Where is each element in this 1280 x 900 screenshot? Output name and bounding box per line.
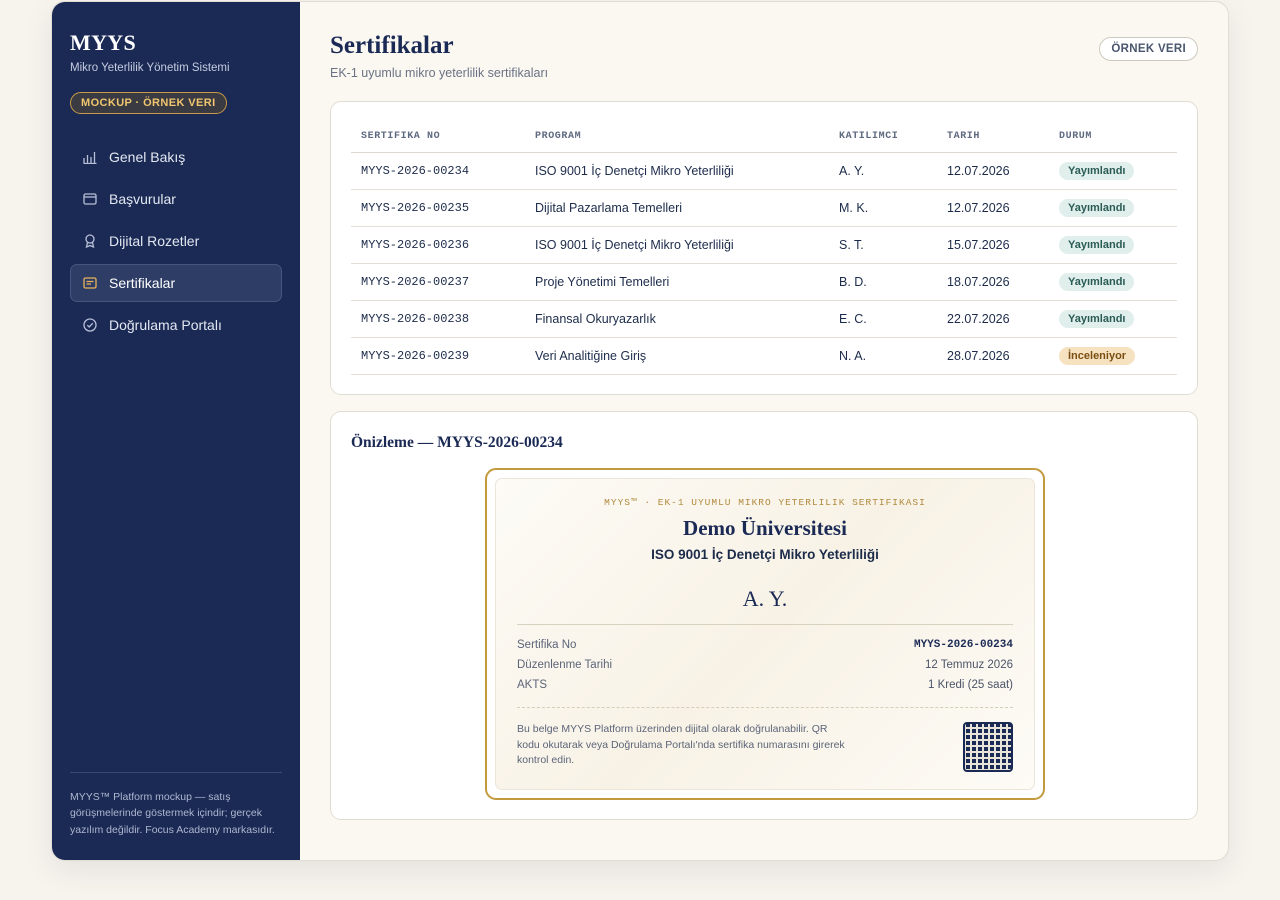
column-header-date: TARIH: [937, 122, 1049, 153]
table-row[interactable]: MYYS-2026-00239 Veri Analitiğine Giriş N…: [351, 337, 1177, 375]
sidebar-nav: Genel Bakış Başvurular Dijital Rozetler …: [70, 138, 282, 344]
brand-subtitle: Mikro Yeterlilik Yönetim Sistemi: [70, 62, 230, 74]
certificate-document: MYYS™ · EK-1 UYUMLU MIKRO YETERLILIK SER…: [495, 478, 1035, 790]
certificates-table: SERTIFIKA NO PROGRAM KATILIMCI TARIH DUR…: [351, 122, 1177, 375]
cell-date: 15.07.2026: [937, 226, 1049, 264]
cell-program: Finansal Okuryazarlık: [525, 300, 829, 338]
certificate-holder-name: A. Y.: [742, 586, 788, 611]
field-label: Düzenlenme Tarihi: [517, 659, 613, 671]
app-window: MYYS Mikro Yeterlilik Yönetim Sistemi MO…: [51, 1, 1229, 861]
sidebar-footer: MYYS™ Platform mockup — satış görüşmeler…: [70, 771, 282, 839]
certificate-program: ISO 9001 İç Denetçi Mikro Yeterliliği: [651, 547, 879, 562]
table-row[interactable]: MYYS-2026-00234 ISO 9001 İç Denetçi Mikr…: [351, 152, 1177, 190]
cell-status: Yayımlandı: [1049, 300, 1177, 338]
cell-no: MYYS-2026-00237: [351, 263, 525, 301]
column-header-status: DURUM: [1049, 122, 1177, 153]
page-subtitle: EK-1 uyumlu mikro yeterlilik sertifikala…: [330, 66, 549, 80]
table-row[interactable]: MYYS-2026-00235 Dijital Pazarlama Temell…: [351, 189, 1177, 227]
column-header-participant: KATILIMCI: [829, 122, 937, 153]
field-label: Sertifika No: [517, 639, 577, 651]
sidebar-item-dijital-rozetler[interactable]: Dijital Rozetler: [70, 222, 282, 260]
check-circle-icon: [83, 318, 97, 332]
certificate-field-row: Düzenlenme Tarihi 12 Temmuz 2026: [517, 655, 1013, 675]
sidebar-item-genel-bakis[interactable]: Genel Bakış: [70, 138, 282, 176]
column-header-program: PROGRAM: [525, 122, 829, 153]
cell-program: ISO 9001 İç Denetçi Mikro Yeterliliği: [525, 152, 829, 190]
main-content: Sertifikalar EK-1 uyumlu mikro yeterlili…: [300, 2, 1228, 860]
certificate-fields: Sertifika No MYYS-2026-00234 Düzenlenme …: [517, 635, 1013, 695]
cell-participant: E. C.: [829, 300, 937, 338]
brand-logo: MYYS: [70, 30, 136, 55]
table-row[interactable]: MYYS-2026-00236 ISO 9001 İç Denetçi Mikr…: [351, 226, 1177, 264]
certificate-field-row: Sertifika No MYYS-2026-00234: [517, 635, 1013, 655]
status-badge: Yayımlandı: [1059, 309, 1135, 328]
mockup-badge: MOCKUP · ÖRNEK VERI: [70, 92, 227, 114]
cell-status: Yayımlandı: [1049, 226, 1177, 264]
cell-participant: M. K.: [829, 189, 937, 227]
certificate-icon: [83, 276, 97, 290]
certificate-footer: Bu belge MYYS Platform üzerinden dijital…: [517, 722, 1013, 772]
certificate-frame: MYYS™ · EK-1 UYUMLU MIKRO YETERLILIK SER…: [485, 468, 1045, 800]
table-header-row: SERTIFIKA NO PROGRAM KATILIMCI TARIH DUR…: [351, 122, 1177, 153]
status-badge: İnceleniyor: [1059, 346, 1136, 365]
field-label: AKTS: [517, 679, 548, 691]
cell-status: Yayımlandı: [1049, 152, 1177, 190]
cell-no: MYYS-2026-00239: [351, 337, 525, 375]
column-header-no: SERTIFIKA NO: [351, 122, 525, 153]
sidebar-item-label: Dijital Rozetler: [109, 233, 200, 249]
status-badge: Yayımlandı: [1059, 161, 1135, 180]
sidebar-item-label: Başvurular: [109, 191, 176, 207]
page-title: Sertifikalar: [330, 32, 454, 59]
cell-status: Yayımlandı: [1049, 189, 1177, 227]
cell-program: ISO 9001 İç Denetçi Mikro Yeterliliği: [525, 226, 829, 264]
field-value: 1 Kredi (25 saat): [927, 679, 1013, 691]
sidebar-item-label: Doğrulama Portalı: [109, 317, 222, 333]
cell-no: MYYS-2026-00238: [351, 300, 525, 338]
cell-status: Yayımlandı: [1049, 263, 1177, 301]
certificates-table-card: SERTIFIKA NO PROGRAM KATILIMCI TARIH DUR…: [330, 101, 1198, 395]
cell-status: İnceleniyor: [1049, 337, 1177, 375]
certificate-dashed-divider: [517, 707, 1013, 708]
cell-participant: S. T.: [829, 226, 937, 264]
cell-no: MYYS-2026-00235: [351, 189, 525, 227]
certificate-field-row: AKTS 1 Kredi (25 saat): [517, 675, 1013, 695]
cell-date: 12.07.2026: [937, 152, 1049, 190]
sidebar: MYYS Mikro Yeterlilik Yönetim Sistemi MO…: [52, 2, 300, 860]
example-data-pill: ÖRNEK VERI: [1099, 37, 1198, 61]
certificate-university: Demo Üniversitesi: [683, 516, 847, 540]
verification-note: Bu belge MYYS Platform üzerinden dijital…: [517, 723, 845, 766]
sidebar-item-basvurular[interactable]: Başvurular: [70, 180, 282, 218]
certificate-divider: [517, 624, 1013, 625]
window-icon: [83, 192, 97, 206]
certificate-preview-card: Önizleme — MYYS-2026-00234 MYYS™ · EK-1 …: [330, 411, 1198, 820]
table-row[interactable]: MYYS-2026-00238 Finansal Okuryazarlık E.…: [351, 300, 1177, 338]
field-value: 12 Temmuz 2026: [924, 659, 1013, 671]
sidebar-item-label: Genel Bakış: [109, 149, 186, 165]
cell-program: Proje Yönetimi Temelleri: [525, 263, 829, 301]
sidebar-item-label: Sertifikalar: [109, 275, 176, 291]
sidebar-item-sertifikalar[interactable]: Sertifikalar: [70, 264, 282, 302]
certificate-header: MYYS™ · EK-1 UYUMLU MIKRO YETERLILIK SER…: [604, 497, 926, 508]
status-badge: Yayımlandı: [1059, 272, 1135, 291]
cell-program: Veri Analitiğine Giriş: [525, 337, 829, 375]
cell-date: 22.07.2026: [937, 300, 1049, 338]
field-value: MYYS-2026-00234: [913, 639, 1013, 651]
cell-participant: A. Y.: [829, 152, 937, 190]
badge-icon: [83, 234, 97, 248]
status-badge: Yayımlandı: [1059, 235, 1135, 254]
sidebar-item-dogrulama-portali[interactable]: Doğrulama Portalı: [70, 306, 282, 344]
cell-participant: B. D.: [829, 263, 937, 301]
cell-date: 12.07.2026: [937, 189, 1049, 227]
cell-date: 18.07.2026: [937, 263, 1049, 301]
table-row[interactable]: MYYS-2026-00237 Proje Yönetimi Temelleri…: [351, 263, 1177, 301]
status-badge: Yayımlandı: [1059, 198, 1135, 217]
cell-participant: N. A.: [829, 337, 937, 375]
cell-no: MYYS-2026-00236: [351, 226, 525, 264]
cell-date: 28.07.2026: [937, 337, 1049, 375]
cell-program: Dijital Pazarlama Temelleri: [525, 189, 829, 227]
cell-no: MYYS-2026-00234: [351, 152, 525, 190]
bar-chart-icon: [83, 150, 97, 164]
qr-code-icon: [963, 722, 1013, 772]
preview-title: Önizleme — MYYS-2026-00234: [351, 434, 563, 451]
